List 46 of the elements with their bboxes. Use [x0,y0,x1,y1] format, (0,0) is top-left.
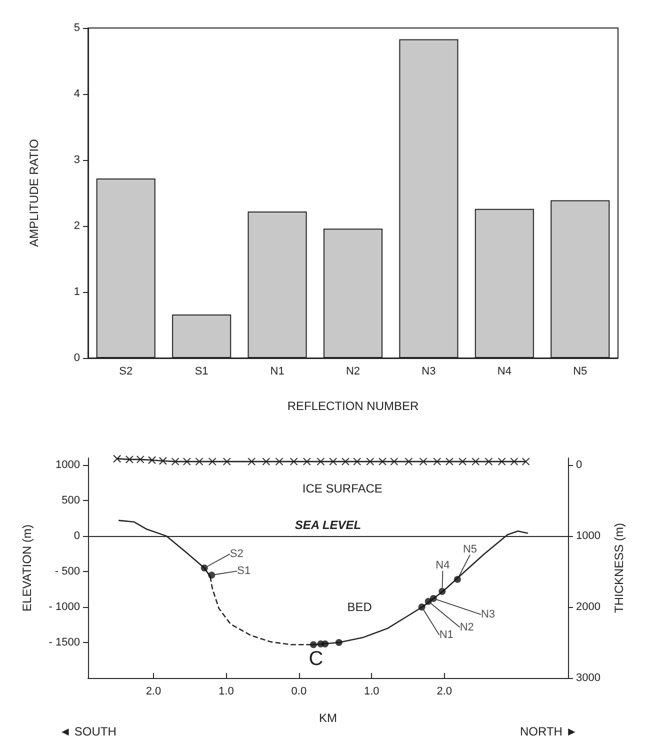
x-tick-label: N5 [573,366,588,378]
x-tick-label: 1.0 [364,686,380,698]
y-tick-label: - 1000 [48,601,80,614]
y-axis-title: AMPLITUDE RATIO [27,139,41,247]
y2-tick-label: 2000 [576,601,600,614]
x-tick-label: 1.0 [218,686,234,698]
x-tick-label: N2 [346,366,360,378]
y-tick-label: 2 [74,220,80,232]
y-tick-label: 5 [74,22,80,34]
y2-tick-label: 3000 [576,672,600,684]
y-tick-label: 500 [62,494,80,507]
x-tick-label: 2.0 [436,686,452,698]
text: ◄ SOUTH [59,724,116,739]
data-label: N5 [462,543,478,556]
annotation: BED [347,600,372,614]
y2-tick-label: 0 [576,459,582,472]
data-label: N1 [439,629,454,642]
y-tick-label: 3 [74,154,80,166]
x-tick-label: N1 [270,366,284,378]
x-tick-label: 0.0 [291,686,307,698]
y-tick-label: 1 [74,286,80,298]
ref-line-label: SEA LEVEL [294,518,362,532]
y-tick-label: 0 [74,530,80,542]
x-tick-label: S2 [119,366,133,378]
data-label: N3 [480,608,496,621]
y-axis-title: ELEVATION (m) [20,524,34,612]
y2-axis-title: THICKNESS (m) [612,522,626,613]
annotation: C [308,648,324,670]
x-tick-label: 2.0 [146,686,162,698]
annotation: ICE SURFACE [302,481,382,496]
x-tick-label: S1 [194,366,208,378]
y-tick-label: 4 [74,88,80,100]
y2-tick-label: 1000 [576,530,600,542]
x-axis-title: KM [319,711,338,725]
y-tick-label: 0 [74,352,80,364]
y-tick-label: - 1500 [48,636,80,649]
text: NORTH ► [520,724,578,739]
data-label: S2 [230,548,244,560]
x-axis-title: REFLECTION NUMBER [287,399,420,413]
data-label: N2 [460,621,474,634]
data-label: S1 [237,565,251,578]
y-tick-label: - 500 [54,566,80,578]
x-tick-label: N4 [497,366,512,378]
x-tick-label: N3 [422,366,436,378]
y-tick-label: 1000 [56,459,80,472]
data-label: N4 [436,559,450,572]
